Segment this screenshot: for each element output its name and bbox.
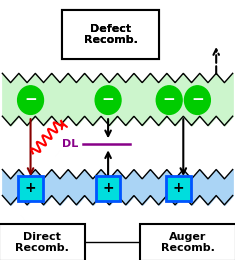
FancyBboxPatch shape [140,224,235,260]
Text: +: + [25,181,36,196]
Circle shape [18,86,43,114]
FancyBboxPatch shape [96,176,120,201]
Text: Auger
Recomb.: Auger Recomb. [161,232,215,253]
Circle shape [95,86,121,114]
Text: +: + [102,181,114,196]
FancyBboxPatch shape [62,10,159,58]
Text: +: + [173,181,184,196]
Text: −: − [191,92,204,107]
FancyBboxPatch shape [62,10,159,58]
Circle shape [184,86,210,114]
Text: Direct
Recomb.: Direct Recomb. [15,232,69,253]
Text: −: − [24,92,37,107]
Text: Defect
Recomb.: Defect Recomb. [83,24,137,45]
Text: Defect
Recomb.: Defect Recomb. [83,24,137,45]
FancyBboxPatch shape [166,176,191,201]
FancyBboxPatch shape [0,224,85,260]
Text: −: − [163,92,176,107]
FancyBboxPatch shape [18,176,43,201]
Text: DL: DL [63,139,79,149]
Circle shape [156,86,182,114]
Text: −: − [102,92,114,107]
